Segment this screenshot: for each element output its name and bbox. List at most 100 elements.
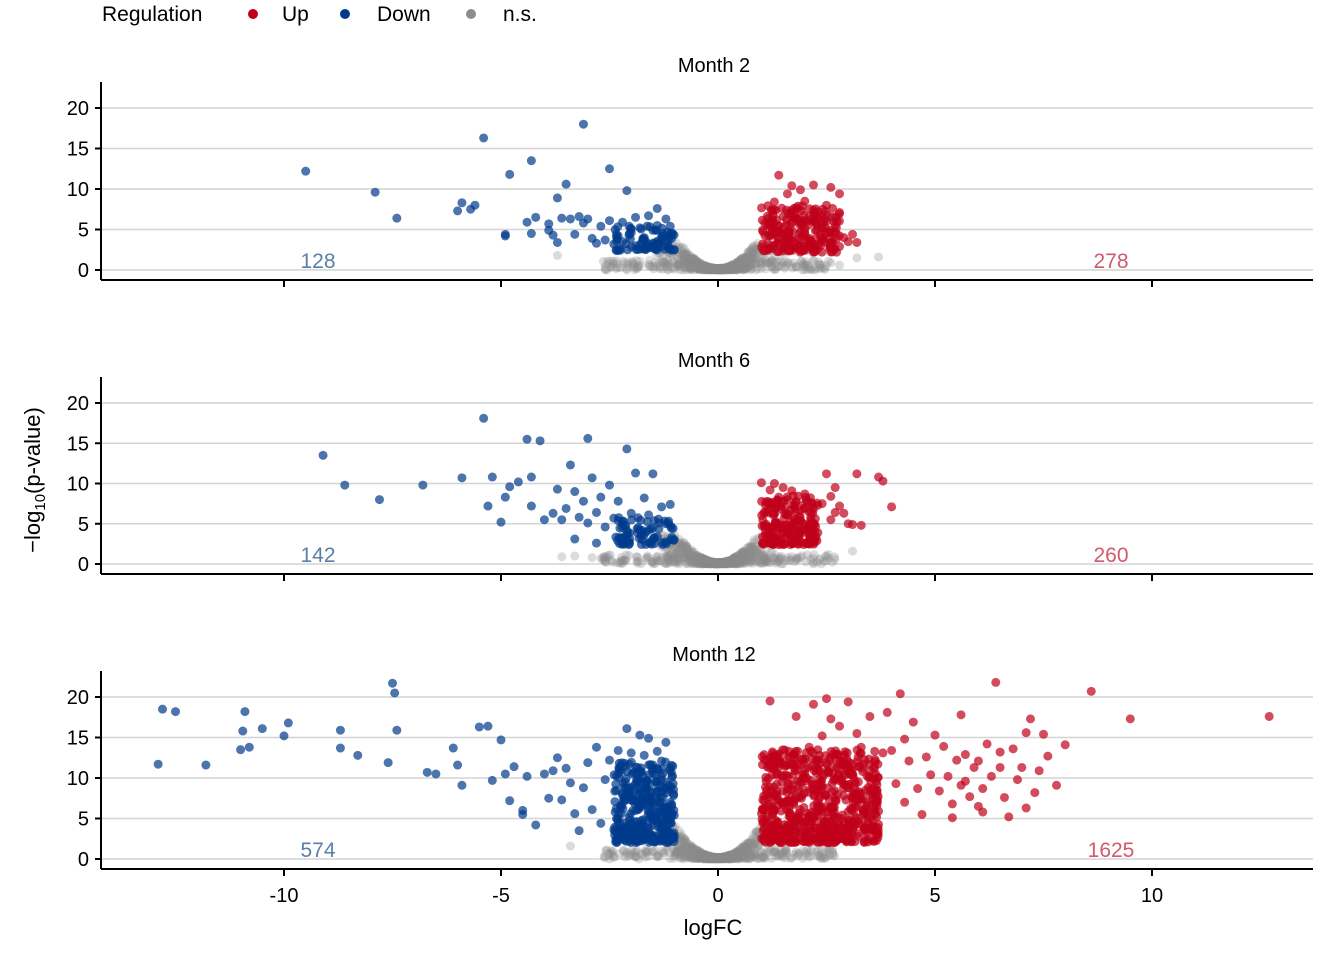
up-point [791,203,801,213]
ns-point [736,255,746,265]
up-point [861,785,871,795]
ns-point [732,264,742,274]
ns-point [716,264,726,274]
legend-up-label: Up [282,3,309,26]
down-point [631,212,641,222]
ns-point [690,257,700,267]
down-point [453,760,463,770]
ns-point [715,264,725,274]
ns-point [689,255,699,265]
ns-point [738,258,748,268]
ns-point [686,259,696,269]
ns-point [746,252,756,262]
up-point [939,741,949,751]
ns-point [703,263,713,273]
up-point [843,697,853,707]
ns-point [723,262,733,272]
ns-point [698,264,708,274]
ns-point [714,265,724,275]
ns-point [737,264,747,274]
ns-point [628,258,638,268]
ns-point [711,265,721,275]
up-point [768,538,778,548]
down-point [236,745,246,755]
ns-point [683,258,693,268]
ns-point [632,552,642,562]
down-point [526,229,536,239]
down-point [539,769,549,779]
ns-point [726,265,736,275]
ns-point [691,258,701,268]
ns-point [735,263,745,273]
ns-point [721,265,731,275]
ns-point [703,556,713,566]
ns-point [705,262,715,272]
ns-point [723,264,733,274]
down-point [639,833,649,843]
ns-point [718,265,728,275]
up-point [791,496,801,506]
up-point [794,233,804,243]
ns-point [701,263,711,273]
ns-point [697,263,707,273]
down-point [660,784,670,794]
ns-point [725,263,735,273]
ns-point [713,263,723,273]
ns-point [729,557,739,567]
up-point [771,517,781,527]
ns-point [739,262,749,272]
ns-point [702,262,712,272]
y-tick-label: 10 [67,474,89,496]
ns-point [684,254,694,264]
up-point [800,489,810,499]
up-point [822,765,832,775]
down-point [587,805,597,815]
ns-point [714,264,724,274]
down-point [644,510,654,520]
ns-point [715,265,725,275]
up-point [956,710,966,720]
up-point [757,510,767,520]
ns-point [743,258,753,268]
down-point [627,795,637,805]
ns-point [713,265,723,275]
down-point [370,187,380,197]
ns-point [731,262,741,272]
down-point [535,436,545,446]
ns-point [668,551,678,561]
up-point [865,772,875,782]
down-point [457,780,467,790]
ns-point [697,263,707,273]
up-point [1004,812,1014,822]
ns-point [752,252,762,262]
ns-point [679,250,689,260]
down-point [642,822,652,832]
ns-point [719,264,729,274]
down-point [487,775,497,785]
ns-point [756,253,766,263]
ns-point [684,259,694,269]
up-point [787,486,797,496]
ns-point [658,848,668,858]
ns-point [706,264,716,274]
down-point [570,534,580,544]
ns-point [711,265,721,275]
ns-point [704,265,714,275]
up-point [757,752,767,762]
ns-point [725,264,735,274]
down-point [496,517,506,527]
up-point [866,805,876,815]
ns-point [727,260,737,270]
down-point [561,763,571,773]
ns-point [683,260,693,270]
up-point [830,483,840,493]
ns-point [713,265,723,275]
ns-point [728,260,738,270]
ns-point [716,265,726,275]
up-point [794,828,804,838]
ns-point [722,262,732,272]
ns-point [727,260,737,270]
ns-point [725,264,735,274]
ns-point [696,261,706,271]
ns-point [733,262,743,272]
